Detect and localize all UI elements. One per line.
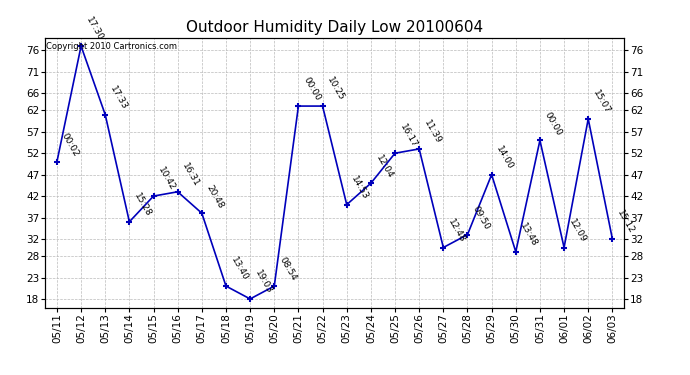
Text: 10:25: 10:25 <box>326 76 346 103</box>
Text: 12:48: 12:48 <box>446 217 467 244</box>
Text: 00:02: 00:02 <box>60 132 81 158</box>
Text: 00:00: 00:00 <box>302 76 322 103</box>
Text: 12:09: 12:09 <box>567 217 588 244</box>
Text: 14:53: 14:53 <box>350 174 371 201</box>
Text: 14:00: 14:00 <box>495 144 515 171</box>
Text: 11:39: 11:39 <box>422 118 443 146</box>
Text: 10:42: 10:42 <box>157 166 177 193</box>
Text: 08:54: 08:54 <box>277 256 298 283</box>
Text: 16:17: 16:17 <box>398 123 419 150</box>
Text: 15:28: 15:28 <box>132 192 153 218</box>
Text: 12:04: 12:04 <box>374 153 395 180</box>
Text: Copyright 2010 Cartronics.com: Copyright 2010 Cartronics.com <box>46 42 177 51</box>
Text: 13:48: 13:48 <box>519 222 540 248</box>
Text: 13:40: 13:40 <box>229 256 250 283</box>
Text: 20:48: 20:48 <box>205 183 226 210</box>
Text: 17:30: 17:30 <box>84 16 105 43</box>
Text: 16:31: 16:31 <box>181 162 201 188</box>
Text: 19:03: 19:03 <box>253 268 274 296</box>
Text: 15:07: 15:07 <box>591 88 612 116</box>
Text: 00:00: 00:00 <box>543 110 564 137</box>
Text: 15:12: 15:12 <box>615 209 636 236</box>
Title: Outdoor Humidity Daily Low 20100604: Outdoor Humidity Daily Low 20100604 <box>186 20 483 35</box>
Text: 09:50: 09:50 <box>471 204 491 231</box>
Text: 17:33: 17:33 <box>108 84 129 111</box>
